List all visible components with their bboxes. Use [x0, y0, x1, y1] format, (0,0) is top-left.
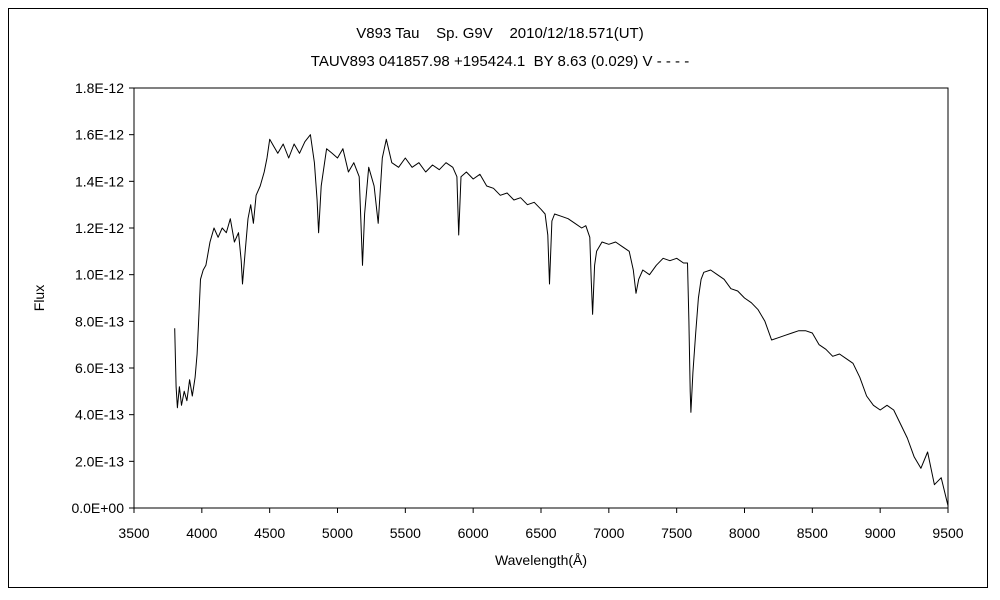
x-tick-label: 5000	[322, 525, 353, 541]
series-line-0	[174, 134, 949, 506]
x-tick-label: 8500	[797, 525, 828, 541]
x-tick-label: 4500	[254, 525, 285, 541]
x-tick-label: 3500	[118, 525, 149, 541]
x-tick-label: 7000	[593, 525, 624, 541]
y-tick-label: 6.0E-13	[75, 360, 124, 376]
y-axis: 0.0E+00 2.0E-13 4.0E-13 6.0E-13 8.0E-13 1.0E-…	[71, 80, 134, 516]
y-tick-label: 1.6E-12	[75, 127, 124, 143]
y-tick-label: 2.0E-13	[75, 453, 124, 469]
y-tick-label: 1.2E-12	[75, 220, 124, 236]
x-tick-label: 5500	[390, 525, 421, 541]
y-tick-label: 1.4E-12	[75, 173, 124, 189]
chart-frame	[8, 8, 988, 588]
x-axis: 3500 4000 4500 5000 5500 6000 6500 7000 7500 8000…	[118, 508, 964, 541]
x-tick-label: 9500	[932, 525, 963, 541]
x-tick-label: 7500	[661, 525, 692, 541]
y-tick-label: 4.0E-13	[75, 407, 124, 423]
x-tick-label: 6500	[525, 525, 556, 541]
y-tick-label: 1.0E-12	[75, 267, 124, 283]
x-tick-label: 6000	[458, 525, 489, 541]
x-tick-label: 9000	[865, 525, 896, 541]
series-layer	[174, 134, 949, 506]
plot-area	[133, 87, 949, 509]
x-axis-label: Wavelength(Å)	[495, 552, 587, 568]
y-axis-label: Flux	[31, 285, 47, 311]
y-tick-label: 8.0E-13	[75, 313, 124, 329]
y-tick-label: 1.8E-12	[75, 80, 124, 96]
x-tick-label: 8000	[729, 525, 760, 541]
y-tick-label: 0.0E+00	[71, 500, 124, 516]
x-tick-label: 4000	[186, 525, 217, 541]
chart-subtitle: TAUV893 041857.98 +195424.1 BY 8.63 (0.0…	[310, 53, 690, 70]
chart-title: V893 Tau Sp. G9V 2010/12/18.571(UT)	[356, 25, 644, 42]
